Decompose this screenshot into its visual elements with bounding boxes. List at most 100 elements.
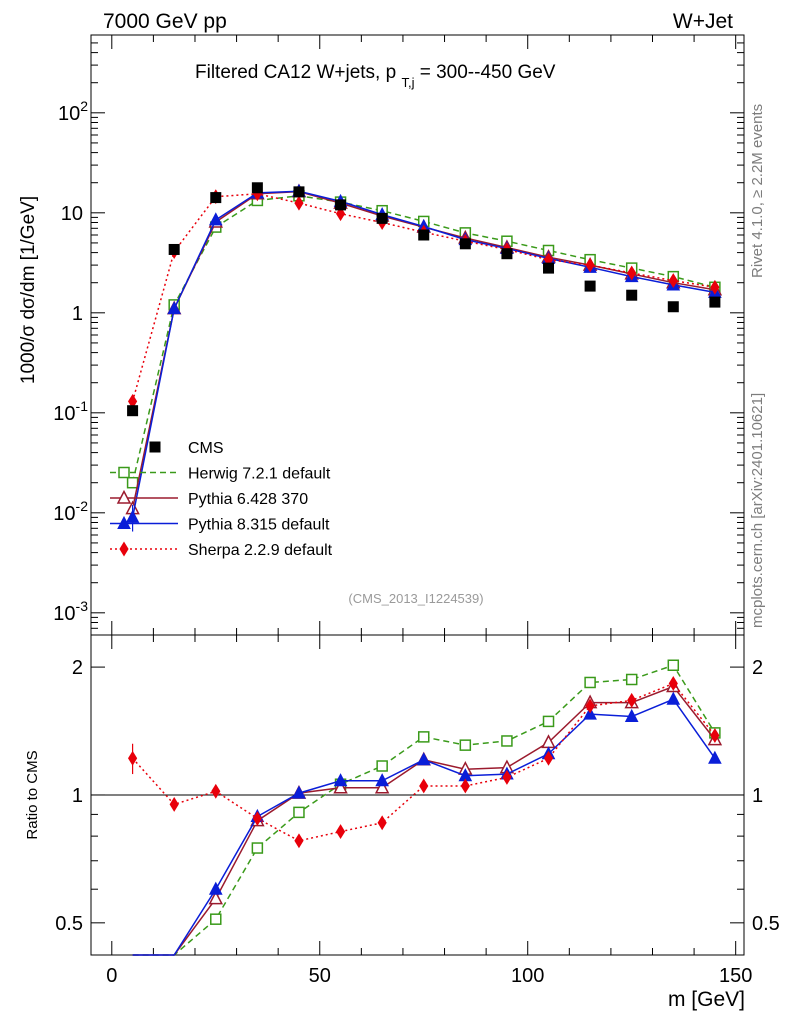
- ratio-point-herwig: [542, 715, 555, 728]
- ratio-point-pythia8: [292, 785, 306, 799]
- ratio-point-pythia6: [208, 890, 224, 905]
- ratio-point-pythia8: [624, 708, 639, 723]
- main-series-cms: [127, 182, 721, 417]
- main-point-sherpa: [335, 206, 346, 222]
- ratio-point-pythia8: [333, 773, 348, 787]
- main-y-tick-label-exponent: -2: [76, 498, 89, 514]
- main-point-cms: [543, 262, 555, 274]
- main-y-tick-label: 10: [61, 203, 83, 225]
- main-y-tick-label-base: 10: [53, 403, 75, 425]
- ratio-point-sherpa: [627, 692, 637, 708]
- main-point-cms: [709, 296, 721, 308]
- ratio-point-sherpa: [252, 811, 262, 826]
- ratio-point-pythia8: [666, 691, 681, 705]
- ratio-point-pythia6: [374, 779, 390, 794]
- ratio-point-herwig: [376, 760, 388, 772]
- legend-label-pythia8: Pythia 8.315 default: [188, 517, 330, 534]
- legend-entry-cms: CMS: [149, 440, 224, 457]
- legend-label-cms: CMS: [188, 440, 224, 457]
- ratio-point-herwig: [501, 735, 513, 747]
- ratio-point-herwig: [584, 676, 596, 689]
- legend-marker-cms: [149, 441, 161, 453]
- main-point-sherpa: [710, 279, 720, 295]
- ratio-series-pythia8: [132, 691, 722, 956]
- main-point-cms: [168, 243, 180, 255]
- main-y-tick-label: 10-3: [53, 598, 88, 625]
- main-point-pythia8: [167, 301, 182, 315]
- main-point-cms: [418, 229, 430, 241]
- ratio-y-tick-label-left: 1: [72, 785, 83, 807]
- ratio-y-tick-label-right: 0.5: [752, 913, 780, 935]
- ratio-point-herwig: [667, 659, 680, 672]
- main-y-tick-label-base: 10: [53, 503, 75, 525]
- ratio-panel: 0.5 0.5 1 1 2 2 0 50 100 150 Ratio to CMS m [GeV]: [24, 634, 780, 1011]
- legend-entry-pythia8: Pythia 8.315 default: [110, 515, 330, 534]
- main-point-sherpa: [627, 265, 637, 281]
- ratio-point-sherpa: [169, 796, 179, 812]
- ratio-point-sherpa: [294, 833, 304, 849]
- ratio-point-herwig: [417, 731, 430, 743]
- main-y-tick-label: 10-1: [53, 398, 88, 425]
- ratio-y-tick-label-right: 1: [752, 785, 763, 807]
- ratio-point-sherpa: [419, 778, 429, 794]
- main-title-tail: = 300--450 GeV: [420, 62, 556, 83]
- main-point-pythia8: [208, 212, 223, 226]
- legend-entry-sherpa: Sherpa 2.2.9 default: [110, 541, 333, 559]
- ratio-series-sherpa: [128, 676, 720, 849]
- main-y-tick-label-exponent: 2: [80, 98, 88, 114]
- ratio-point-pythia8: [375, 773, 389, 787]
- ratio-point-sherpa: [502, 769, 512, 785]
- ratio-point-pythia8: [416, 752, 431, 766]
- main-y-tick-label-exponent: -3: [76, 598, 89, 614]
- legend-label-pythia6: Pythia 6.428 370: [188, 491, 308, 508]
- ratio-point-sherpa: [710, 728, 720, 743]
- main-y-tick-label-base: 10: [58, 103, 80, 125]
- ratio-y-tick-label-left: 0.5: [55, 913, 83, 935]
- main-point-cms: [584, 280, 596, 292]
- legend-marker-pythia6: [116, 489, 132, 504]
- main-point-herwig: [126, 476, 139, 489]
- main-point-cms: [376, 212, 388, 224]
- main-point-cms: [459, 238, 471, 250]
- ratio-line-herwig: [132, 664, 716, 956]
- mcplots-label: mcplots.cern.ch [arXiv:2401.10621]: [749, 393, 766, 628]
- x-tick-label: 0: [106, 965, 117, 987]
- main-watermark: (CMS_2013_I1224539): [348, 591, 483, 606]
- main-point-sherpa: [668, 273, 678, 289]
- ratio-point-sherpa: [377, 815, 387, 831]
- legend-label-sherpa: Sherpa 2.2.9 default: [188, 542, 333, 559]
- ratio-point-herwig: [293, 806, 305, 819]
- legend-label-herwig: Herwig 7.2.1 default: [188, 466, 331, 483]
- header-left: 7000 GeV pp: [103, 10, 227, 33]
- main-y-tick-label: 102: [58, 98, 88, 125]
- main-y-axis-label: 1000/σ dσ/dm [1/GeV]: [18, 196, 39, 384]
- main-y-tick-label-base: 10: [61, 203, 83, 225]
- main-point-sherpa: [585, 257, 595, 273]
- main-point-sherpa: [294, 195, 304, 211]
- ratio-point-sherpa: [668, 676, 678, 691]
- ratio-y-tick-label-left: 2: [72, 657, 83, 679]
- main-point-cms: [667, 301, 679, 313]
- main-point-cms: [210, 192, 222, 204]
- ratio-point-herwig: [625, 673, 638, 686]
- ratio-y-axis-label: Ratio to CMS: [24, 750, 41, 839]
- main-y-tick-label: 10-2: [53, 498, 88, 525]
- main-point-cms: [251, 182, 263, 194]
- ratio-point-sherpa: [543, 750, 554, 766]
- x-tick-label: 100: [511, 965, 544, 987]
- main-y-tick-label-exponent: -1: [76, 398, 89, 414]
- main-point-cms: [127, 405, 139, 417]
- ratio-point-pythia8: [708, 750, 722, 764]
- ratio-point-sherpa: [460, 778, 470, 794]
- ratio-y-tick-label-right: 2: [752, 657, 763, 679]
- legend-marker-herwig: [118, 466, 130, 479]
- main-point-cms: [501, 248, 513, 260]
- ratio-ticks: 0.5 0.5 1 1 2 2 0 50 100 150: [55, 635, 780, 987]
- legend-entry-pythia6: Pythia 6.428 370: [110, 489, 308, 508]
- ratio-point-herwig: [251, 842, 264, 854]
- ratio-point-herwig: [210, 913, 222, 925]
- ratio-point-herwig: [459, 739, 472, 751]
